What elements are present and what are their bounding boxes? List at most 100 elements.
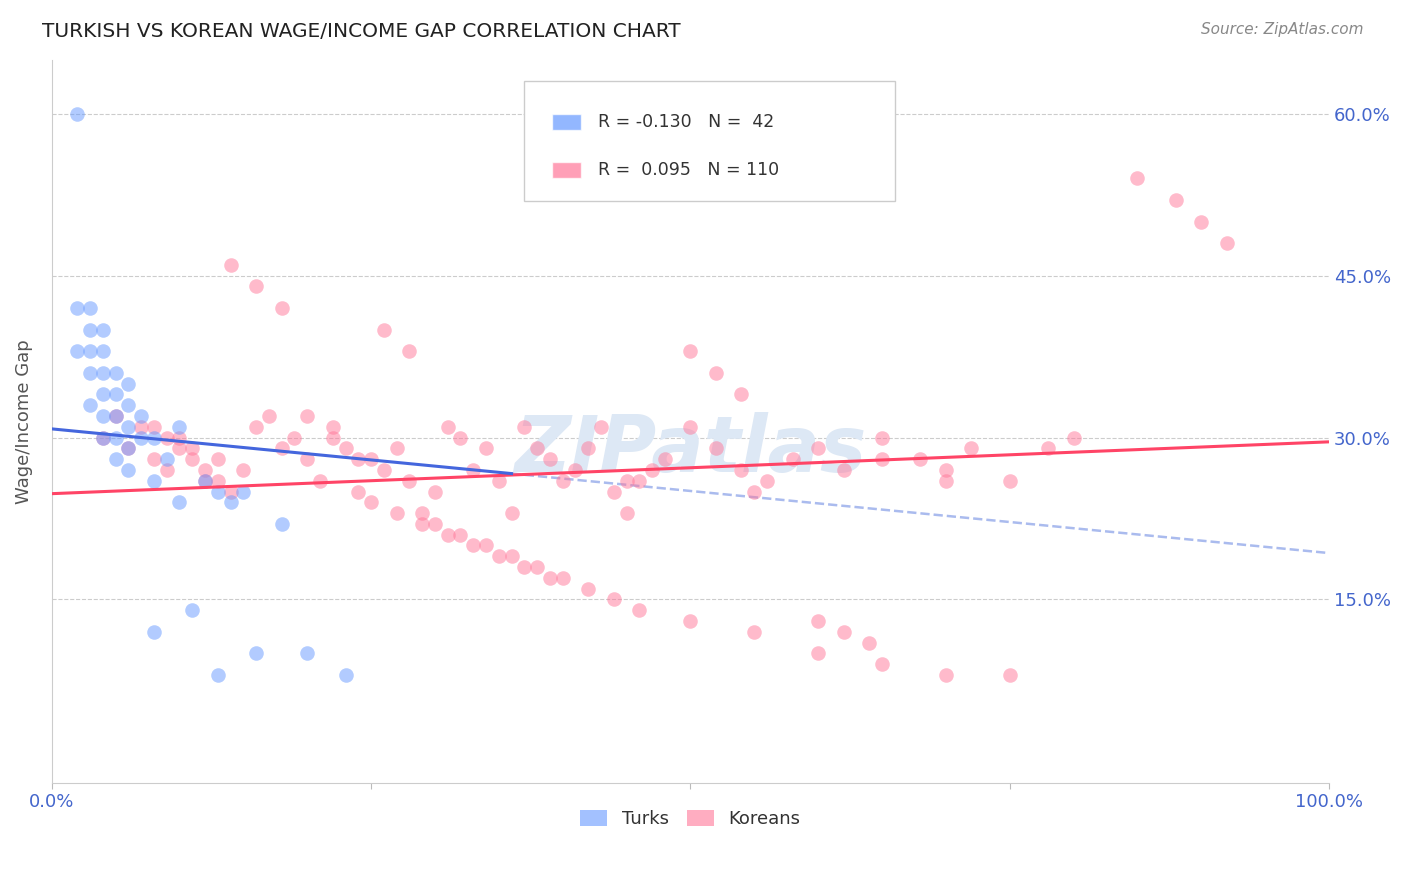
Point [169,495,191,509]
Point [807,647,830,661]
Point [398,474,420,488]
Point [142,474,165,488]
Point [181,442,204,456]
Point [385,442,408,456]
Point [589,419,612,434]
Point [1216,236,1239,251]
Point [91,366,114,380]
Point [679,344,702,359]
Point [207,668,229,682]
Point [194,463,217,477]
Point [169,419,191,434]
Point [360,452,382,467]
Point [91,430,114,444]
Point [117,442,139,456]
Point [194,474,217,488]
Point [219,484,242,499]
Point [156,463,179,477]
Point [782,452,804,467]
Point [66,106,89,120]
Text: R = -0.130   N =  42: R = -0.130 N = 42 [599,113,775,131]
Point [91,430,114,444]
Point [742,624,765,639]
Point [79,322,101,336]
Point [347,484,370,499]
Point [1164,193,1187,207]
Point [385,506,408,520]
Point [411,516,433,531]
Point [538,452,561,467]
Text: Source: ZipAtlas.com: Source: ZipAtlas.com [1201,22,1364,37]
Point [245,279,267,293]
Text: TURKISH VS KOREAN WAGE/INCOME GAP CORRELATION CHART: TURKISH VS KOREAN WAGE/INCOME GAP CORREL… [42,22,681,41]
Point [870,430,893,444]
Point [730,463,752,477]
Point [998,668,1021,682]
Point [335,442,357,456]
Point [347,452,370,467]
Point [526,442,548,456]
Point [960,442,983,456]
Point [603,592,626,607]
Point [295,452,318,467]
Point [245,647,267,661]
Point [576,442,599,456]
Point [66,344,89,359]
Text: ZIPatlas: ZIPatlas [515,412,866,488]
FancyBboxPatch shape [553,162,581,178]
Point [526,560,548,574]
Point [411,506,433,520]
Point [207,474,229,488]
Point [270,516,292,531]
Point [935,668,957,682]
Point [270,442,292,456]
Point [194,474,217,488]
Point [104,387,127,401]
Point [488,474,510,488]
Point [513,560,536,574]
Point [322,419,344,434]
Point [142,430,165,444]
Point [104,409,127,423]
Point [807,442,830,456]
Text: R =  0.095   N = 110: R = 0.095 N = 110 [599,161,779,179]
Point [998,474,1021,488]
Y-axis label: Wage/Income Gap: Wage/Income Gap [15,339,32,504]
Point [450,527,472,541]
Point [129,430,152,444]
Point [935,463,957,477]
Point [156,452,179,467]
Point [450,430,472,444]
Point [679,419,702,434]
Point [910,452,932,467]
Point [475,539,498,553]
Point [463,539,485,553]
Point [232,463,254,477]
Point [858,635,880,649]
Point [142,452,165,467]
Point [79,366,101,380]
Point [207,452,229,467]
Point [79,301,101,315]
Point [207,484,229,499]
Point [142,419,165,434]
Point [309,474,332,488]
Point [219,258,242,272]
Point [807,614,830,628]
Point [1036,442,1059,456]
Point [117,376,139,391]
Point [501,549,523,564]
Point [104,366,127,380]
Point [513,419,536,434]
Point [1126,171,1149,186]
Point [564,463,586,477]
Point [91,387,114,401]
Point [551,474,574,488]
Point [463,463,485,477]
Point [104,409,127,423]
Point [436,527,458,541]
Point [1063,430,1085,444]
Point [91,344,114,359]
Point [104,430,127,444]
Point [283,430,305,444]
